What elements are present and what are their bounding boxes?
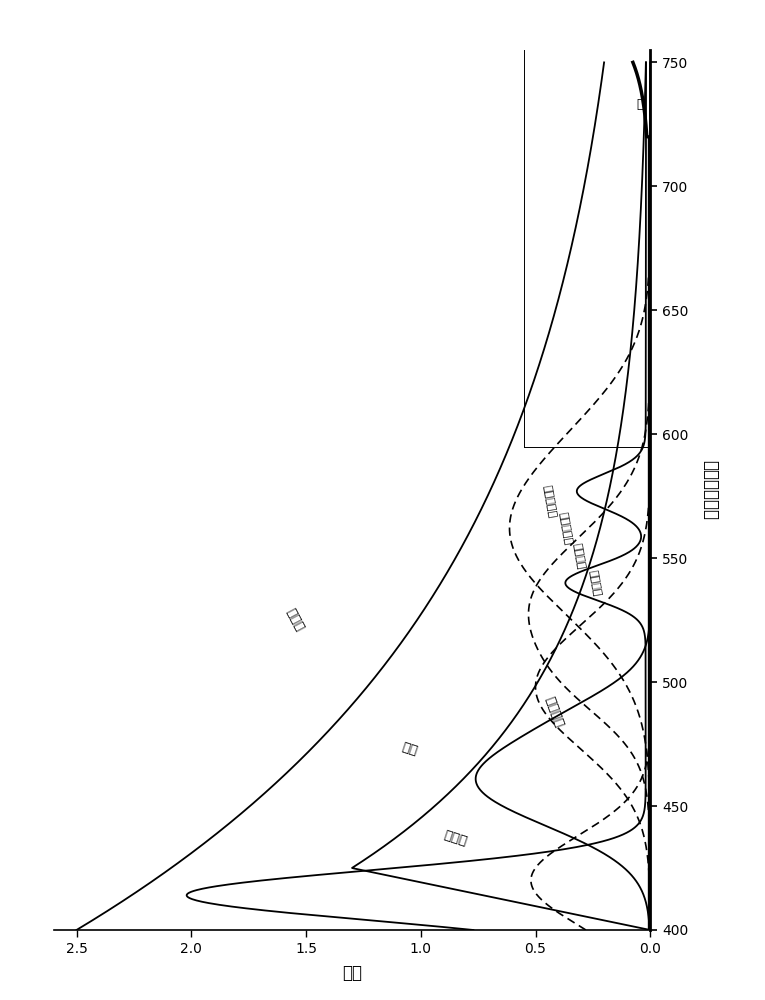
Text: 黑色素: 黑色素 [283,606,306,634]
Text: 黄斌色素: 黄斌色素 [542,695,565,729]
X-axis label: 密度: 密度 [342,964,362,982]
Text: 晶状体: 晶状体 [441,828,469,848]
Text: 视觉色素: 视觉色素 [572,542,586,570]
Text: 中波长敏感: 中波长敏感 [558,511,573,546]
Text: 水: 水 [636,98,644,111]
Text: 长波长敏感: 长波长敏感 [542,484,557,518]
Y-axis label: 波长（纳米）: 波长（纳米） [701,460,719,520]
Text: 血液: 血液 [399,740,419,758]
Text: 视锥色素: 视锥色素 [588,569,602,597]
